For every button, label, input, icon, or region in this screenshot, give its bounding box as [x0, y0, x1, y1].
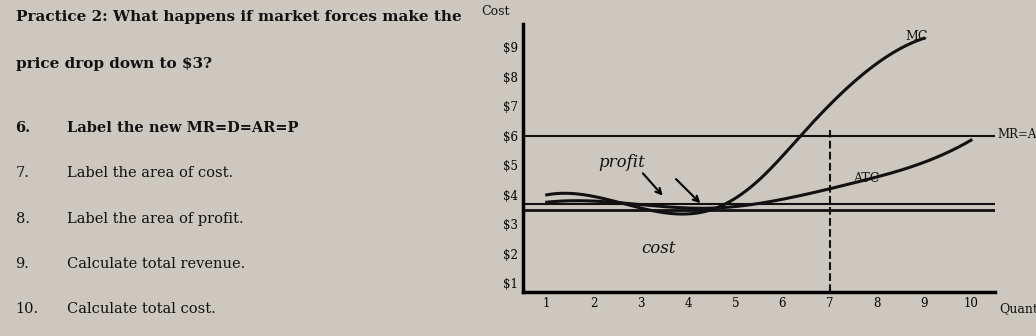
Text: cost: cost [641, 240, 675, 256]
Text: 7.: 7. [16, 166, 29, 180]
Text: 8.: 8. [16, 212, 30, 226]
Text: 10.: 10. [16, 302, 38, 317]
Text: 6.: 6. [16, 121, 31, 135]
Text: Practice 2: What happens if market forces make the: Practice 2: What happens if market force… [16, 10, 461, 24]
Text: Label the new MR=D=AR=P: Label the new MR=D=AR=P [67, 121, 298, 135]
Text: Label the area of cost.: Label the area of cost. [67, 166, 233, 180]
Text: Calculate total revenue.: Calculate total revenue. [67, 257, 246, 271]
Text: 9.: 9. [16, 257, 29, 271]
Text: Cost: Cost [481, 5, 510, 18]
Text: ATC: ATC [854, 172, 880, 185]
Text: Calculate total cost.: Calculate total cost. [67, 302, 217, 317]
Text: profit: profit [599, 154, 645, 171]
Text: Quantity: Quantity [1000, 303, 1036, 316]
Text: Label the area of profit.: Label the area of profit. [67, 212, 243, 226]
Text: MR=AR=D: MR=AR=D [997, 128, 1036, 141]
Text: MC: MC [905, 30, 927, 43]
Text: price drop down to $3?: price drop down to $3? [16, 57, 211, 71]
